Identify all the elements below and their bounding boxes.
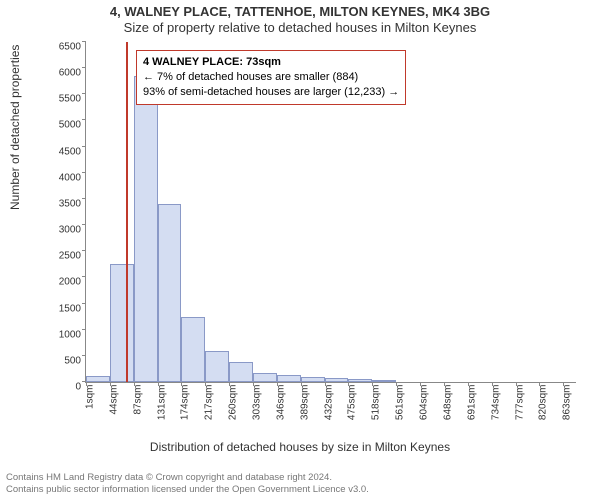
x-tick-label: 820sqm <box>538 385 549 421</box>
histogram-bar <box>110 264 134 382</box>
x-tick-label: 303sqm <box>252 385 263 421</box>
reference-line <box>126 42 128 382</box>
y-axis-label: Number of detached properties <box>8 45 22 210</box>
footer-line: Contains HM Land Registry data © Crown c… <box>6 472 369 484</box>
y-tick-mark <box>82 355 86 356</box>
y-tick-label: 5500 <box>51 94 81 105</box>
x-tick-label: 44sqm <box>108 385 119 415</box>
y-tick-mark <box>82 329 86 330</box>
x-tick-label: 863sqm <box>562 385 573 421</box>
annotation-line-bold: 4 WALNEY PLACE: 73sqm <box>143 55 399 70</box>
footer-attribution: Contains HM Land Registry data © Crown c… <box>6 472 369 496</box>
histogram-bar <box>229 362 253 382</box>
x-tick-label: 87sqm <box>132 385 143 415</box>
y-tick-mark <box>82 146 86 147</box>
x-tick-label: 475sqm <box>347 385 358 421</box>
y-tick-mark <box>82 250 86 251</box>
y-tick-mark <box>82 93 86 94</box>
annotation-line: 93% of semi-detached houses are larger (… <box>143 85 399 100</box>
y-tick-label: 1500 <box>51 303 81 314</box>
y-tick-mark <box>82 67 86 68</box>
chart-area: 0500100015002000250030003500400045005000… <box>55 42 575 412</box>
y-tick-label: 3000 <box>51 225 81 236</box>
y-tick-label: 6000 <box>51 68 81 79</box>
x-tick-label: 648sqm <box>442 385 453 421</box>
histogram-bar <box>301 377 325 382</box>
x-tick-label: 777sqm <box>514 385 525 421</box>
y-tick-mark <box>82 119 86 120</box>
histogram-bar <box>134 76 158 382</box>
y-tick-mark <box>82 41 86 42</box>
y-tick-mark <box>82 276 86 277</box>
x-tick-label: 217sqm <box>204 385 215 421</box>
histogram-bar <box>205 351 229 382</box>
x-tick-label: 1sqm <box>85 385 96 409</box>
y-tick-label: 2000 <box>51 277 81 288</box>
y-tick-label: 500 <box>51 355 81 366</box>
x-tick-label: 561sqm <box>395 385 406 421</box>
y-tick-label: 4500 <box>51 146 81 157</box>
chart-title-desc: Size of property relative to detached ho… <box>0 19 600 35</box>
histogram-bar <box>325 378 349 382</box>
y-tick-label: 2500 <box>51 251 81 262</box>
x-axis-label: Distribution of detached houses by size … <box>0 440 600 454</box>
x-tick-label: 131sqm <box>156 385 167 421</box>
x-tick-label: 174sqm <box>180 385 191 421</box>
y-tick-mark <box>82 224 86 225</box>
y-tick-label: 5000 <box>51 120 81 131</box>
chart-title-address: 4, WALNEY PLACE, TATTENHOE, MILTON KEYNE… <box>0 0 600 19</box>
y-tick-mark <box>82 172 86 173</box>
histogram-bar <box>348 379 372 382</box>
x-tick-label: 346sqm <box>275 385 286 421</box>
plot-area: 0500100015002000250030003500400045005000… <box>85 42 576 383</box>
histogram-bar <box>181 317 205 382</box>
histogram-bar <box>158 204 182 382</box>
x-tick-label: 432sqm <box>323 385 334 421</box>
histogram-bar <box>253 373 277 382</box>
y-tick-label: 0 <box>51 382 81 393</box>
y-tick-label: 6500 <box>51 42 81 53</box>
annotation-box: 4 WALNEY PLACE: 73sqm← 7% of detached ho… <box>136 50 406 105</box>
histogram-bar <box>86 376 110 382</box>
x-tick-label: 604sqm <box>419 385 430 421</box>
x-tick-label: 691sqm <box>466 385 477 421</box>
y-tick-mark <box>82 198 86 199</box>
x-tick-label: 389sqm <box>299 385 310 421</box>
histogram-bar <box>277 375 301 382</box>
x-tick-label: 260sqm <box>228 385 239 421</box>
y-tick-label: 4000 <box>51 172 81 183</box>
y-tick-label: 3500 <box>51 198 81 209</box>
x-tick-label: 518sqm <box>371 385 382 421</box>
y-tick-mark <box>82 303 86 304</box>
histogram-bar <box>372 380 396 382</box>
y-tick-label: 1000 <box>51 329 81 340</box>
footer-line: Contains public sector information licen… <box>6 484 369 496</box>
annotation-line: ← 7% of detached houses are smaller (884… <box>143 70 399 85</box>
x-tick-label: 734sqm <box>490 385 501 421</box>
